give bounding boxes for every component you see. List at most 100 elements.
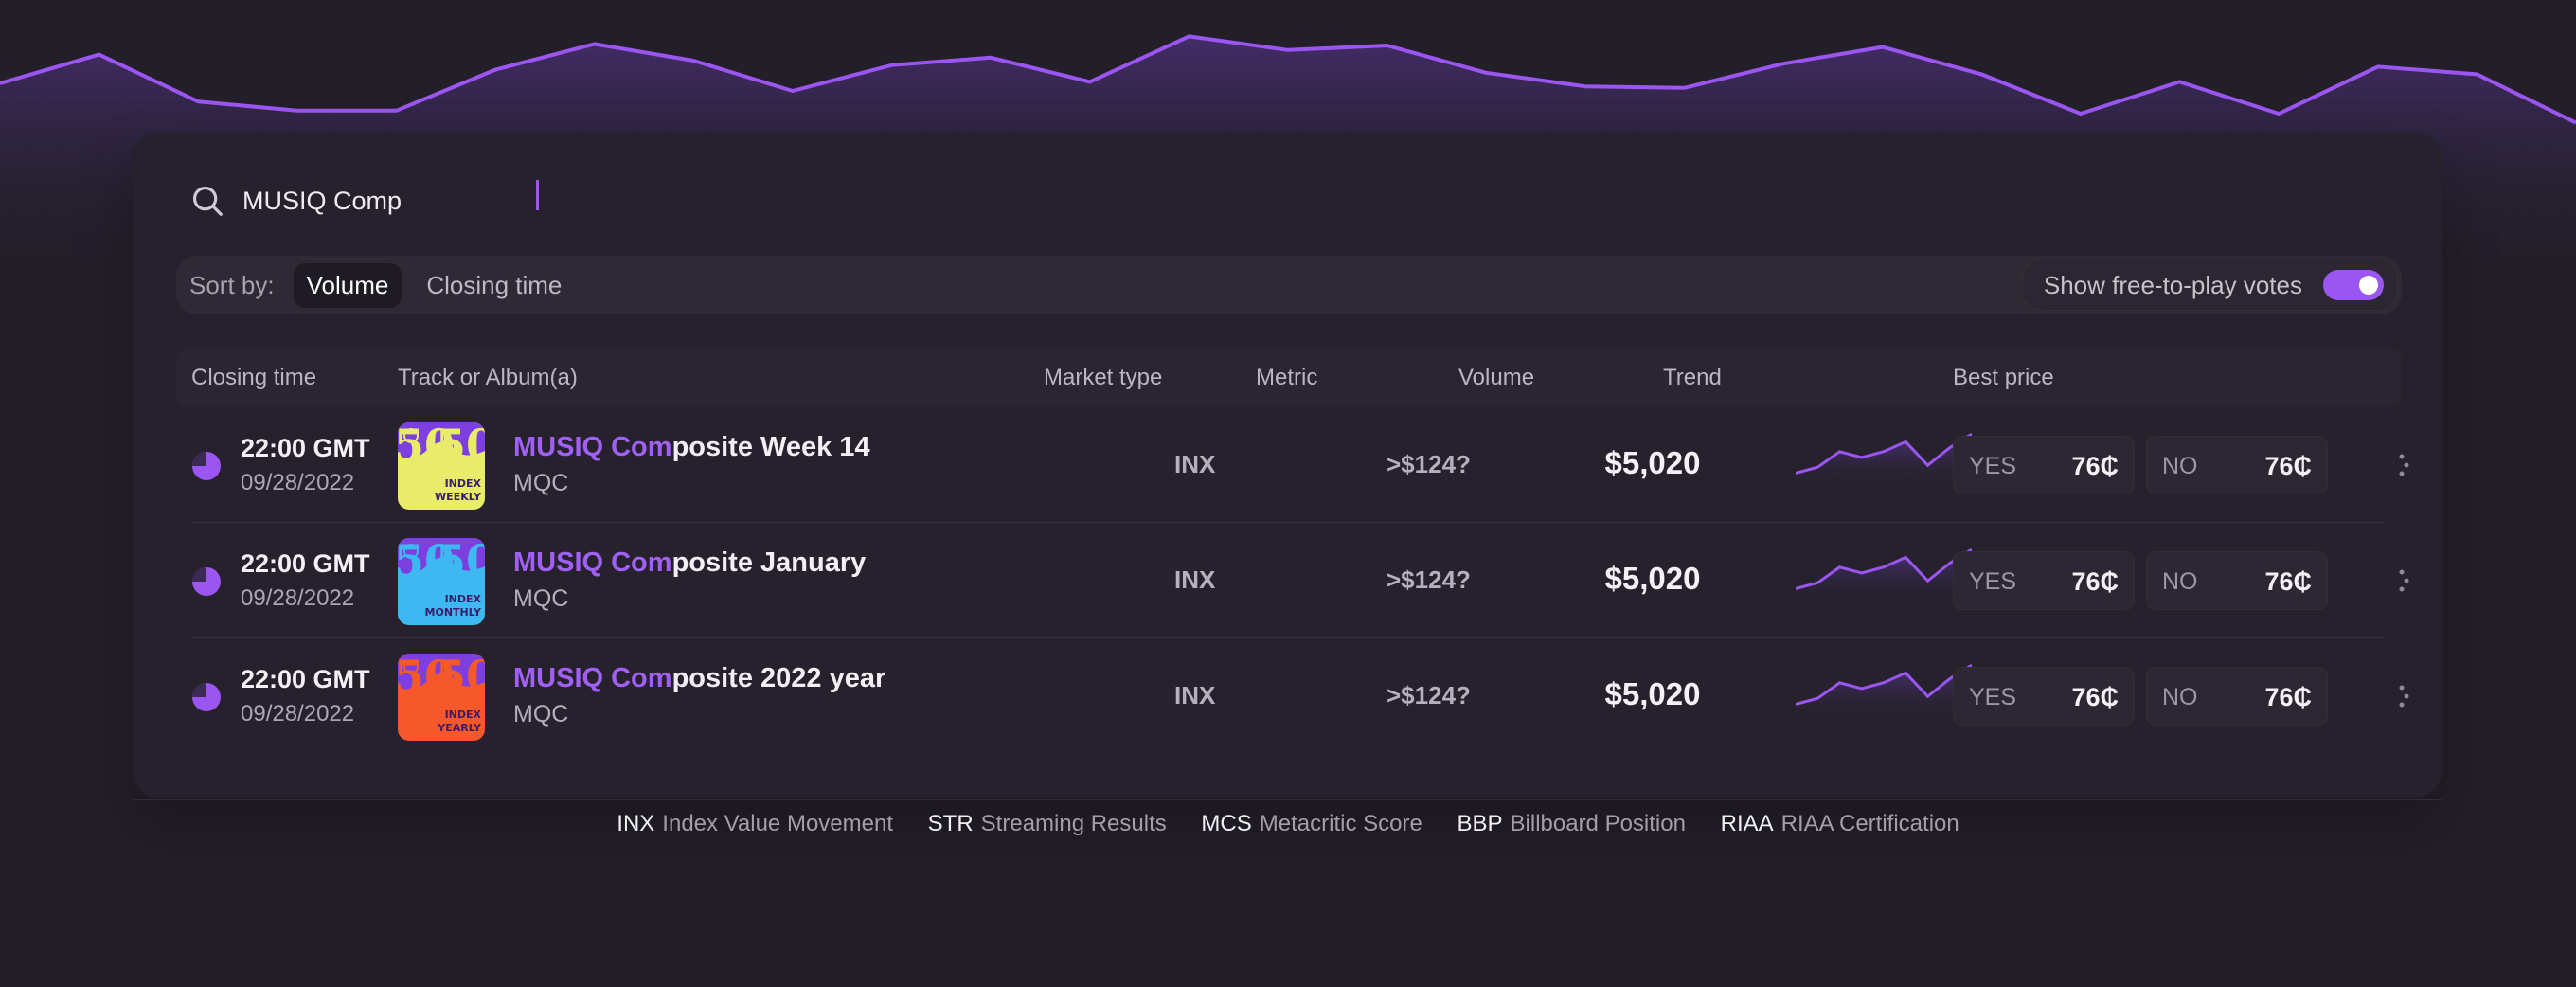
track-title[interactable]: MUSIQ Composite Week 14 bbox=[513, 432, 870, 463]
panel-footer-divider bbox=[133, 799, 2442, 800]
track-artist: MQC bbox=[513, 470, 569, 496]
volume: $5,020 bbox=[1604, 561, 1701, 596]
track-title[interactable]: MUSIQ Composite January bbox=[513, 547, 866, 579]
track-title[interactable]: MUSIQ Composite 2022 year bbox=[513, 663, 886, 694]
cover-label-1: INDEX bbox=[445, 477, 482, 490]
legend-desc: RIAA Certification bbox=[1780, 811, 1959, 836]
more-vertical-icon[interactable] bbox=[2396, 682, 2411, 710]
volume: $5,020 bbox=[1604, 445, 1701, 480]
track-title-match: MUSIQ Com bbox=[513, 547, 672, 578]
closing-date: 09/28/2022 bbox=[241, 470, 355, 495]
track-artist: MQC bbox=[513, 585, 569, 612]
cover-label-2: MONTHLY bbox=[425, 606, 483, 619]
column-volume[interactable]: Volume bbox=[1458, 365, 1535, 390]
album-cover[interactable]: 50 50 INDEX MONTHLY bbox=[398, 538, 485, 625]
table-row[interactable]: 22:00 GMT 09/28/2022 50 50 INDEX WEEKLY … bbox=[176, 407, 2409, 523]
yes-label: YES bbox=[1969, 684, 2017, 710]
legend-item: MCS Metacritic Score bbox=[1201, 811, 1422, 837]
cover-number-repeat: 50 bbox=[436, 654, 485, 702]
yes-label: YES bbox=[1969, 568, 2017, 595]
legend-abbr: INX bbox=[617, 811, 655, 836]
no-price: 76₵ bbox=[2264, 683, 2312, 711]
column-best-price[interactable]: Best price bbox=[1953, 365, 2054, 390]
no-price-button[interactable]: NO 76₵ bbox=[2146, 551, 2328, 610]
row-divider bbox=[191, 522, 2383, 523]
album-cover[interactable]: 50 50 INDEX YEARLY bbox=[398, 654, 485, 741]
sort-option-closing-time[interactable]: Closing time bbox=[426, 270, 563, 299]
market-type: INX bbox=[1174, 450, 1216, 478]
legend-item: RIAA RIAA Certification bbox=[1721, 811, 1959, 837]
clock-icon bbox=[192, 452, 221, 480]
track-title-rest: posite Week 14 bbox=[671, 432, 870, 462]
more-vertical-icon[interactable] bbox=[2396, 451, 2411, 479]
no-label: NO bbox=[2162, 453, 2198, 479]
search-panel: Sort by: Volume Closing time Show free-t… bbox=[133, 133, 2442, 800]
yes-price: 76₵ bbox=[2071, 452, 2119, 480]
column-metric[interactable]: Metric bbox=[1256, 365, 1318, 390]
column-track[interactable]: Track or Album(a) bbox=[398, 365, 578, 390]
yes-price-button[interactable]: YES 76₵ bbox=[1953, 667, 2135, 726]
sparkline-area bbox=[1796, 434, 1972, 491]
metric: >$124? bbox=[1386, 565, 1471, 594]
search-bar[interactable] bbox=[189, 172, 811, 229]
column-market-type[interactable]: Market type bbox=[1044, 365, 1163, 390]
no-label: NO bbox=[2162, 684, 2198, 710]
more-vertical-icon[interactable] bbox=[2396, 566, 2411, 595]
market-type: INX bbox=[1174, 565, 1216, 594]
legend-item: BBP Billboard Position bbox=[1457, 811, 1685, 837]
sparkline-line bbox=[1796, 547, 1972, 590]
legend-item: INX Index Value Movement bbox=[617, 811, 893, 837]
row-divider bbox=[191, 637, 2383, 638]
yes-label: YES bbox=[1969, 453, 2017, 479]
table-row[interactable]: 22:00 GMT 09/28/2022 50 50 INDEX YEARLY … bbox=[176, 638, 2409, 754]
track-title-match: MUSIQ Com bbox=[513, 432, 672, 462]
column-trend[interactable]: Trend bbox=[1663, 365, 1722, 390]
sort-option-volume[interactable]: Volume bbox=[293, 262, 402, 308]
track-artist: MQC bbox=[513, 701, 569, 727]
sparkline-area bbox=[1796, 665, 1972, 722]
no-price: 76₵ bbox=[2264, 452, 2312, 480]
metric: >$124? bbox=[1386, 450, 1471, 478]
cover-label-2: WEEKLY bbox=[435, 491, 482, 503]
closing-date: 09/28/2022 bbox=[241, 585, 355, 611]
yes-price: 76₵ bbox=[2071, 683, 2119, 711]
table-row[interactable]: 22:00 GMT 09/28/2022 50 50 INDEX MONTHLY… bbox=[176, 523, 2409, 638]
clock-icon bbox=[192, 683, 221, 711]
sparkline-line bbox=[1796, 663, 1972, 706]
legend-desc: Metacritic Score bbox=[1259, 811, 1422, 836]
cover-label-1: INDEX bbox=[445, 593, 482, 605]
legend-abbr: RIAA bbox=[1720, 811, 1774, 836]
track-title-rest: posite January bbox=[671, 547, 867, 578]
yes-price-button[interactable]: YES 76₵ bbox=[1953, 436, 2135, 494]
text-caret bbox=[536, 180, 539, 210]
no-price-button[interactable]: NO 76₵ bbox=[2146, 436, 2328, 494]
legend-desc: Streaming Results bbox=[980, 811, 1167, 836]
search-input[interactable] bbox=[242, 186, 811, 216]
free-to-play-toggle-group[interactable]: Show free-to-play votes bbox=[2021, 260, 2398, 311]
closing-time: 22:00 GMT bbox=[241, 549, 370, 578]
no-label: NO bbox=[2162, 568, 2198, 595]
column-closing-time[interactable]: Closing time bbox=[191, 365, 317, 390]
closing-date: 09/28/2022 bbox=[241, 701, 355, 727]
cover-label-2: YEARLY bbox=[437, 722, 482, 734]
legend-abbr: BBP bbox=[1457, 811, 1503, 836]
search-icon bbox=[192, 186, 223, 216]
free-to-play-toggle[interactable] bbox=[2323, 270, 2384, 300]
closing-time: 22:00 GMT bbox=[241, 665, 370, 693]
yes-price: 76₵ bbox=[2071, 567, 2119, 596]
album-cover[interactable]: 50 50 INDEX WEEKLY bbox=[398, 422, 485, 510]
no-price-button[interactable]: NO 76₵ bbox=[2146, 667, 2328, 726]
cover-number-repeat: 50 bbox=[436, 422, 485, 471]
legend-abbr: MCS bbox=[1201, 811, 1252, 836]
closing-time: 22:00 GMT bbox=[241, 434, 370, 462]
volume: $5,020 bbox=[1604, 676, 1701, 711]
legend-desc: Billboard Position bbox=[1510, 811, 1686, 836]
sparkline-area bbox=[1796, 549, 1972, 606]
trend-sparkline bbox=[1796, 432, 1972, 491]
cover-label-1: INDEX bbox=[445, 709, 482, 721]
trend-sparkline bbox=[1796, 547, 1972, 606]
track-title-rest: posite 2022 year bbox=[671, 663, 886, 693]
legend-item: STR Streaming Results bbox=[928, 811, 1167, 837]
yes-price-button[interactable]: YES 76₵ bbox=[1953, 551, 2135, 610]
metric: >$124? bbox=[1386, 681, 1471, 709]
